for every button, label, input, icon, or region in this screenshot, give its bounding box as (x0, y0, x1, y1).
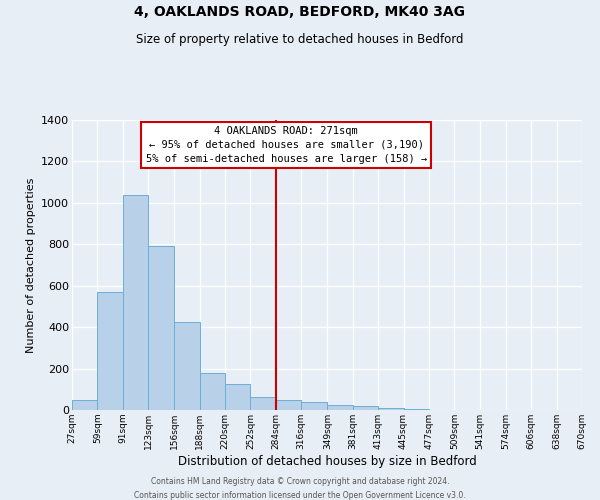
Bar (72, 400, 97, 410)
Bar (301, 402, 326, 410)
Bar (276, 400, 301, 410)
Text: 4 OAKLANDS ROAD: 271sqm
← 95% of detached houses are smaller (3,190)
5% of semi-: 4 OAKLANDS ROAD: 271sqm ← 95% of detache… (146, 126, 427, 164)
Bar (148, 246, 173, 410)
Bar (328, 405, 353, 410)
Bar (225, 384, 250, 410)
Bar (97, 292, 123, 410)
Text: Contains HM Land Registry data © Crown copyright and database right 2024.: Contains HM Land Registry data © Crown c… (151, 478, 449, 486)
Y-axis label: Number of detached properties: Number of detached properties (26, 178, 35, 352)
Bar (200, 372, 225, 410)
Bar (123, 194, 148, 410)
X-axis label: Distribution of detached houses by size in Bedford: Distribution of detached houses by size … (178, 454, 476, 468)
Bar (250, 396, 276, 410)
Text: Size of property relative to detached houses in Bedford: Size of property relative to detached ho… (136, 32, 464, 46)
Bar (175, 322, 200, 410)
Bar (404, 409, 429, 410)
Bar (353, 406, 378, 410)
Bar (378, 408, 404, 410)
Text: Contains public sector information licensed under the Open Government Licence v3: Contains public sector information licen… (134, 491, 466, 500)
Text: 4, OAKLANDS ROAD, BEDFORD, MK40 3AG: 4, OAKLANDS ROAD, BEDFORD, MK40 3AG (134, 5, 466, 19)
